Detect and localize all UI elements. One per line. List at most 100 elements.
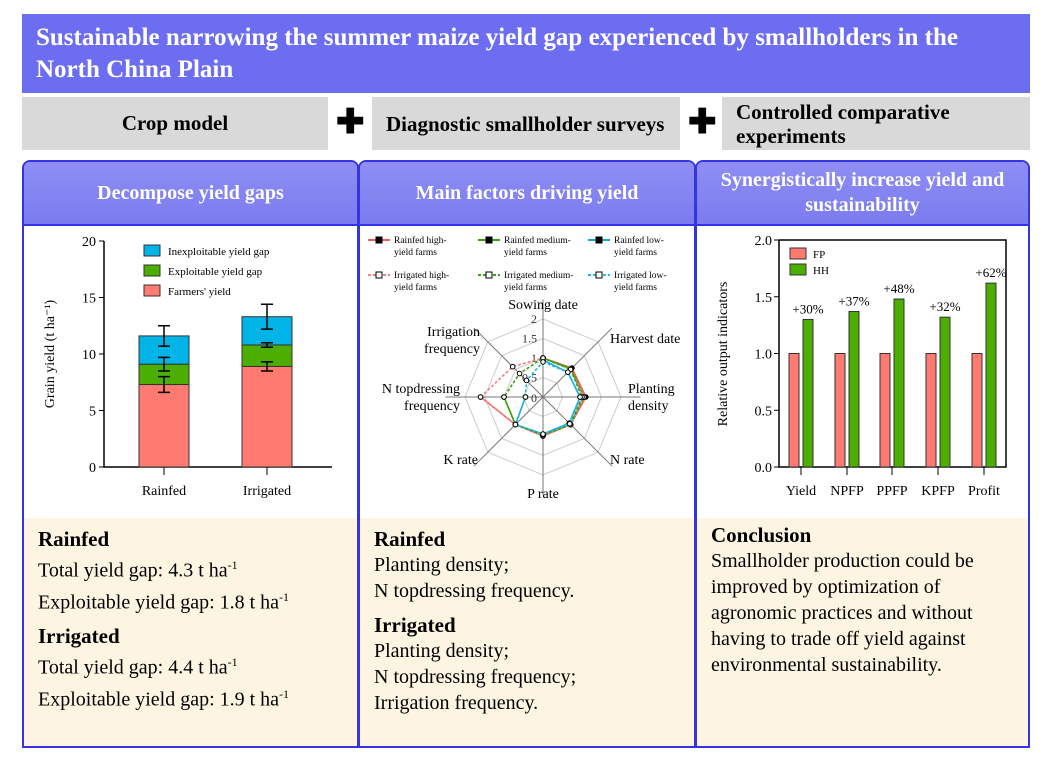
text-line: Irrigation frequency. (374, 692, 539, 714)
legend-label: Rainfed high-yield farms (394, 235, 447, 258)
bar-segment (241, 365, 293, 468)
bar-annotation: +48% (883, 281, 914, 296)
text-line: Planting density; (374, 554, 509, 576)
error-bar (261, 303, 273, 330)
section-heading: Irrigated (374, 613, 456, 637)
axis (778, 239, 1007, 468)
radar-point (501, 394, 507, 400)
bar (834, 353, 846, 468)
text-line: Smallholder production could be improved… (711, 550, 974, 676)
radar-point (512, 421, 519, 428)
legend-label: Rainfed low-yield farms (614, 235, 664, 258)
x-tick-label: Irrigated (243, 484, 291, 499)
legend-label: Irrigated high-yield farms (394, 271, 449, 293)
radar-point (566, 420, 573, 427)
yield-gap-chart: 0 5 10 15 20 Grain yield (t ha⁻¹) Rainfed Irrig… (43, 235, 332, 499)
axis-label: K rate (443, 453, 478, 468)
radar-point (540, 431, 546, 437)
plus-icon: ✚ (336, 104, 365, 141)
text-line: N topdressing frequency; (374, 666, 577, 688)
radar-axis (542, 396, 613, 467)
axis-label: P rate (527, 487, 559, 502)
radar-point (540, 359, 546, 365)
radar-point (516, 370, 523, 377)
text-line: Exploitable yield gap: 1.8 t ha-1 (38, 589, 290, 614)
section-heading: Conclusion (711, 523, 812, 547)
panel-yield-gaps: Decompose yield gaps 0 5 10 15 20 Grain yield… (22, 160, 359, 748)
panel-header: Synergistically increase yield and susta… (697, 162, 1028, 226)
section-heading: Rainfed (38, 527, 110, 551)
error-bar (261, 341, 273, 348)
legend-label: Rainfed medium-yield farms (504, 235, 571, 258)
relative-output-chart: 0.0 0.5 1.0 1.5 2.0 Relative output indicator… (716, 234, 1007, 499)
radar-point (523, 377, 530, 384)
y-tick-label: 1.0 (755, 348, 773, 363)
bar-annotation: +37% (838, 294, 869, 309)
bar-annotation: +32% (929, 299, 960, 314)
legend-marker (375, 271, 383, 279)
text-line: Total yield gap: 4.3 t ha-1 (38, 558, 238, 582)
axis-label: Harvest date (610, 332, 680, 347)
radar-point (509, 363, 516, 370)
plus-icon: ✚ (688, 104, 717, 141)
legend-swatch (143, 244, 161, 257)
r-tick-label: 2 (531, 312, 537, 326)
bar-annotation: +30% (792, 301, 823, 316)
radar-point (577, 394, 583, 400)
x-tick-label: PPFP (876, 484, 907, 499)
axis-label: N topdressing frequency (382, 382, 460, 414)
panel-factors: Main factors driving yield Sowing date Ha… (358, 160, 696, 748)
text-line: Total yield gap: 4.4 t ha-1 (38, 655, 238, 679)
panel-text: Rainfed Planting density; N topdressing fr… (360, 518, 694, 746)
y-tick-label: 2.0 (755, 234, 773, 249)
bar (848, 311, 860, 468)
legend-marker (485, 236, 493, 244)
panel-header: Decompose yield gaps (24, 162, 357, 226)
legend-label: Inexploitable yield gap (168, 246, 270, 258)
method-crop-model: Crop model (22, 97, 328, 150)
y-tick-label: 1.5 (755, 291, 773, 306)
error-bar (158, 356, 170, 372)
legend-swatch (143, 284, 161, 297)
x-tick-label: Yield (786, 484, 816, 499)
legend-label: HH (813, 265, 829, 277)
bar (985, 282, 997, 468)
bar (788, 353, 800, 468)
bar-annotation: +62% (975, 265, 1006, 280)
x-tick-label: NPFP (830, 484, 864, 499)
r-tick-label: 1.5 (522, 332, 537, 346)
method-experiments: Controlled comparative experiments (722, 97, 1030, 150)
radar-point (565, 369, 571, 375)
y-tick-label: 0 (89, 461, 96, 476)
legend-label: Exploitable yield gap (168, 266, 263, 278)
axis-label: Sowing date (508, 298, 578, 313)
section-heading: Irrigated (38, 624, 120, 649)
legend-label: Irrigated low-yield farms (614, 271, 667, 293)
legend-swatch (789, 263, 807, 276)
bar (939, 316, 951, 468)
r-tick-label: 0 (531, 391, 537, 405)
radar-axis (473, 327, 544, 398)
legend-marker (485, 271, 493, 279)
panel-sustainability: Synergistically increase yield and susta… (695, 160, 1030, 748)
radar-series-line (503, 357, 583, 436)
legend-label: Farmers' yield (168, 286, 231, 298)
y-tick-label: 20 (82, 235, 96, 250)
y-tick-label: 5 (89, 405, 96, 420)
error-bar (158, 325, 170, 347)
radar-axis (473, 396, 544, 467)
legend-marker (595, 271, 603, 279)
bar (971, 353, 983, 468)
axis-label: Planting density (628, 382, 675, 414)
main-title: Sustainable narrowing the summer maize y… (22, 14, 1030, 93)
y-tick-label: 0.5 (755, 404, 773, 419)
text-line: Exploitable yield gap: 1.9 t ha-1 (38, 686, 290, 711)
y-tick-label: 0.0 (755, 461, 773, 476)
bar (925, 353, 937, 468)
y-tick-label: 15 (82, 292, 96, 307)
bar (893, 298, 905, 468)
error-bar (158, 375, 170, 394)
section-heading: Rainfed (374, 527, 446, 551)
axis-label: Irrigation frequency (424, 325, 480, 357)
radar-chart: Sowing date Harvest date Planting density N … (368, 235, 680, 502)
